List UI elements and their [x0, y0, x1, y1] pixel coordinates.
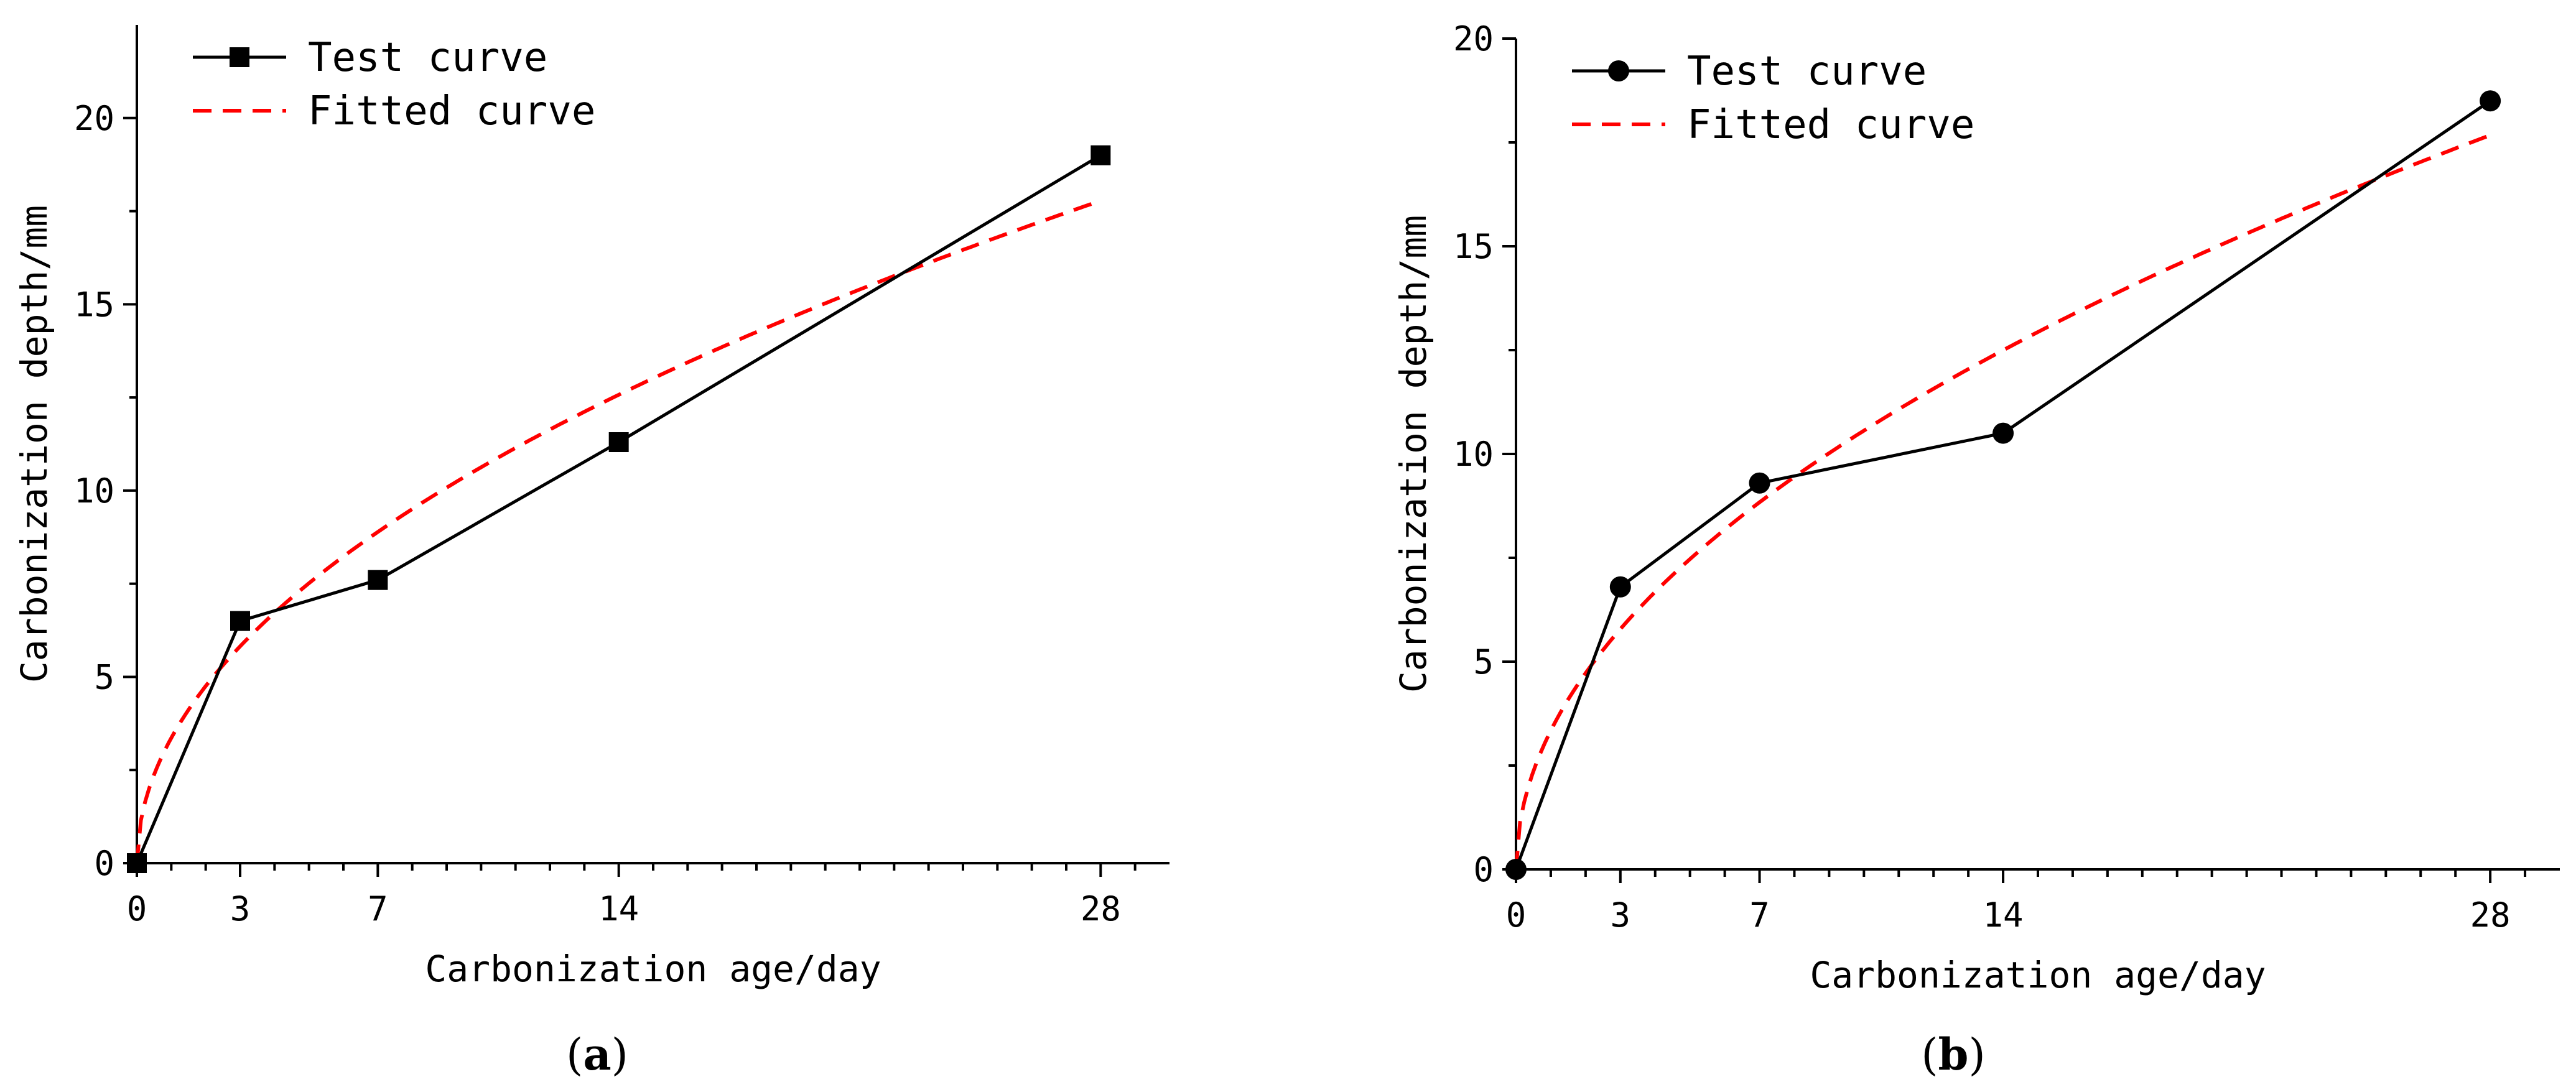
x-tick-label: 14 [1983, 895, 2024, 935]
test-point [1505, 859, 1527, 880]
y-tick-label: 5 [94, 657, 114, 696]
test-point [1992, 422, 2014, 444]
y-tick-label: 5 [1473, 642, 1494, 682]
x-tick-label: 28 [1081, 889, 1121, 928]
x-tick-label: 28 [2470, 895, 2511, 935]
panel-label-letter: a [583, 1029, 611, 1080]
x-tick-label: 0 [1506, 895, 1527, 935]
test-point [368, 570, 388, 590]
y-tick-label: 20 [1453, 19, 1494, 58]
x-axis-title: Carbonization age/day [1810, 954, 2266, 996]
y-tick-label: 0 [94, 844, 114, 883]
y-tick-label: 0 [1473, 850, 1494, 889]
panel-label: (a) [566, 1029, 628, 1080]
y-tick-label: 20 [74, 99, 114, 138]
test-point [230, 611, 250, 631]
x-tick-label: 7 [368, 889, 388, 928]
test-point [2480, 90, 2501, 112]
legend-test-label: Test curve [308, 35, 547, 81]
x-tick-label: 7 [1749, 895, 1770, 935]
test-curve-line [135, 154, 1102, 864]
legend-test-label: Test curve [1687, 49, 1927, 95]
chart-panel-a: 0 5 10 15 20 0 3 7 14 28 Carbonization age/day Carb… [13, 25, 1169, 1080]
x-tick-label: 3 [1611, 895, 1631, 935]
legend-test-marker [1608, 60, 1629, 81]
x-tick-label: 0 [127, 889, 147, 928]
test-point [1090, 145, 1111, 165]
panel-label-letter: b [1938, 1029, 1969, 1080]
test-point [1749, 472, 1770, 494]
legend-fitted-label: Fitted curve [308, 88, 595, 134]
y-tick-label: 15 [1453, 227, 1494, 266]
test-point [127, 853, 147, 873]
panel-label: (b) [1921, 1029, 1986, 1080]
legend-test-marker [230, 47, 249, 67]
legend-fitted-label: Fitted curve [1687, 102, 1974, 148]
y-tick-label: 10 [1453, 435, 1494, 474]
x-tick-label: 3 [230, 889, 251, 928]
fitted-curve-line [135, 198, 1102, 864]
chart-panel-b: 0 5 10 15 20 0 3 7 14 28 Carbonization age/day Carb… [1392, 19, 2560, 1080]
test-curve-line [1514, 99, 2491, 870]
x-axis-title: Carbonization age/day [425, 948, 881, 990]
x-tick-label: 14 [598, 889, 639, 928]
test-point [1609, 576, 1631, 598]
y-tick-label: 10 [74, 471, 114, 511]
fitted-curve-line [1514, 133, 2491, 870]
y-axis-title: Carbonization depth/mm [13, 205, 55, 683]
y-tick-label: 15 [74, 285, 114, 324]
test-point [608, 432, 629, 453]
y-axis-title: Carbonization depth/mm [1392, 215, 1434, 693]
